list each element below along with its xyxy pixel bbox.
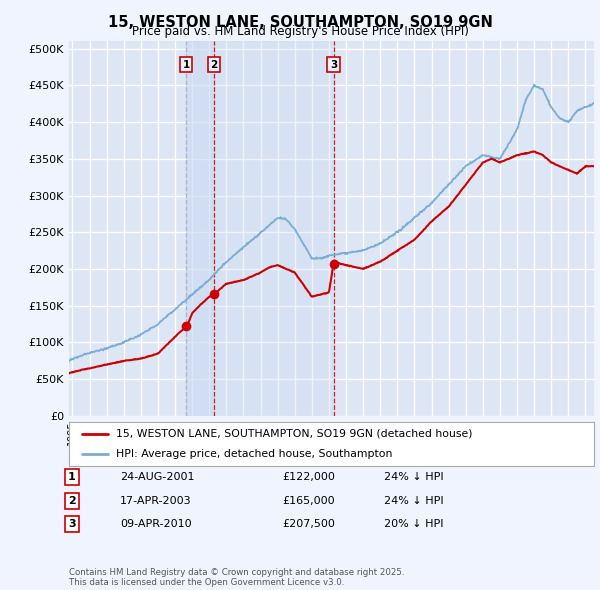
Text: 1: 1 (68, 472, 76, 482)
Text: £122,000: £122,000 (282, 472, 335, 482)
Bar (214, 41, 334, 416)
Text: Price paid vs. HM Land Registry's House Price Index (HPI): Price paid vs. HM Land Registry's House … (131, 25, 469, 38)
Text: £207,500: £207,500 (282, 519, 335, 529)
Text: 09-APR-2010: 09-APR-2010 (120, 519, 191, 529)
Text: HPI: Average price, detached house, Southampton: HPI: Average price, detached house, Sout… (116, 449, 392, 459)
Text: Contains HM Land Registry data © Crown copyright and database right 2025.
This d: Contains HM Land Registry data © Crown c… (69, 568, 404, 587)
Text: 20% ↓ HPI: 20% ↓ HPI (384, 519, 443, 529)
Text: 17-APR-2003: 17-APR-2003 (120, 496, 191, 506)
Text: 3: 3 (68, 519, 76, 529)
Bar (186, 41, 214, 416)
Text: 15, WESTON LANE, SOUTHAMPTON, SO19 9GN (detached house): 15, WESTON LANE, SOUTHAMPTON, SO19 9GN (… (116, 429, 473, 439)
Text: £165,000: £165,000 (282, 496, 335, 506)
Text: 2: 2 (68, 496, 76, 506)
Text: 3: 3 (330, 60, 337, 70)
Text: 1: 1 (182, 60, 190, 70)
Text: 24% ↓ HPI: 24% ↓ HPI (384, 472, 443, 482)
Text: 24-AUG-2001: 24-AUG-2001 (120, 472, 194, 482)
Text: 15, WESTON LANE, SOUTHAMPTON, SO19 9GN: 15, WESTON LANE, SOUTHAMPTON, SO19 9GN (107, 15, 493, 30)
Text: 2: 2 (211, 60, 218, 70)
Text: 24% ↓ HPI: 24% ↓ HPI (384, 496, 443, 506)
